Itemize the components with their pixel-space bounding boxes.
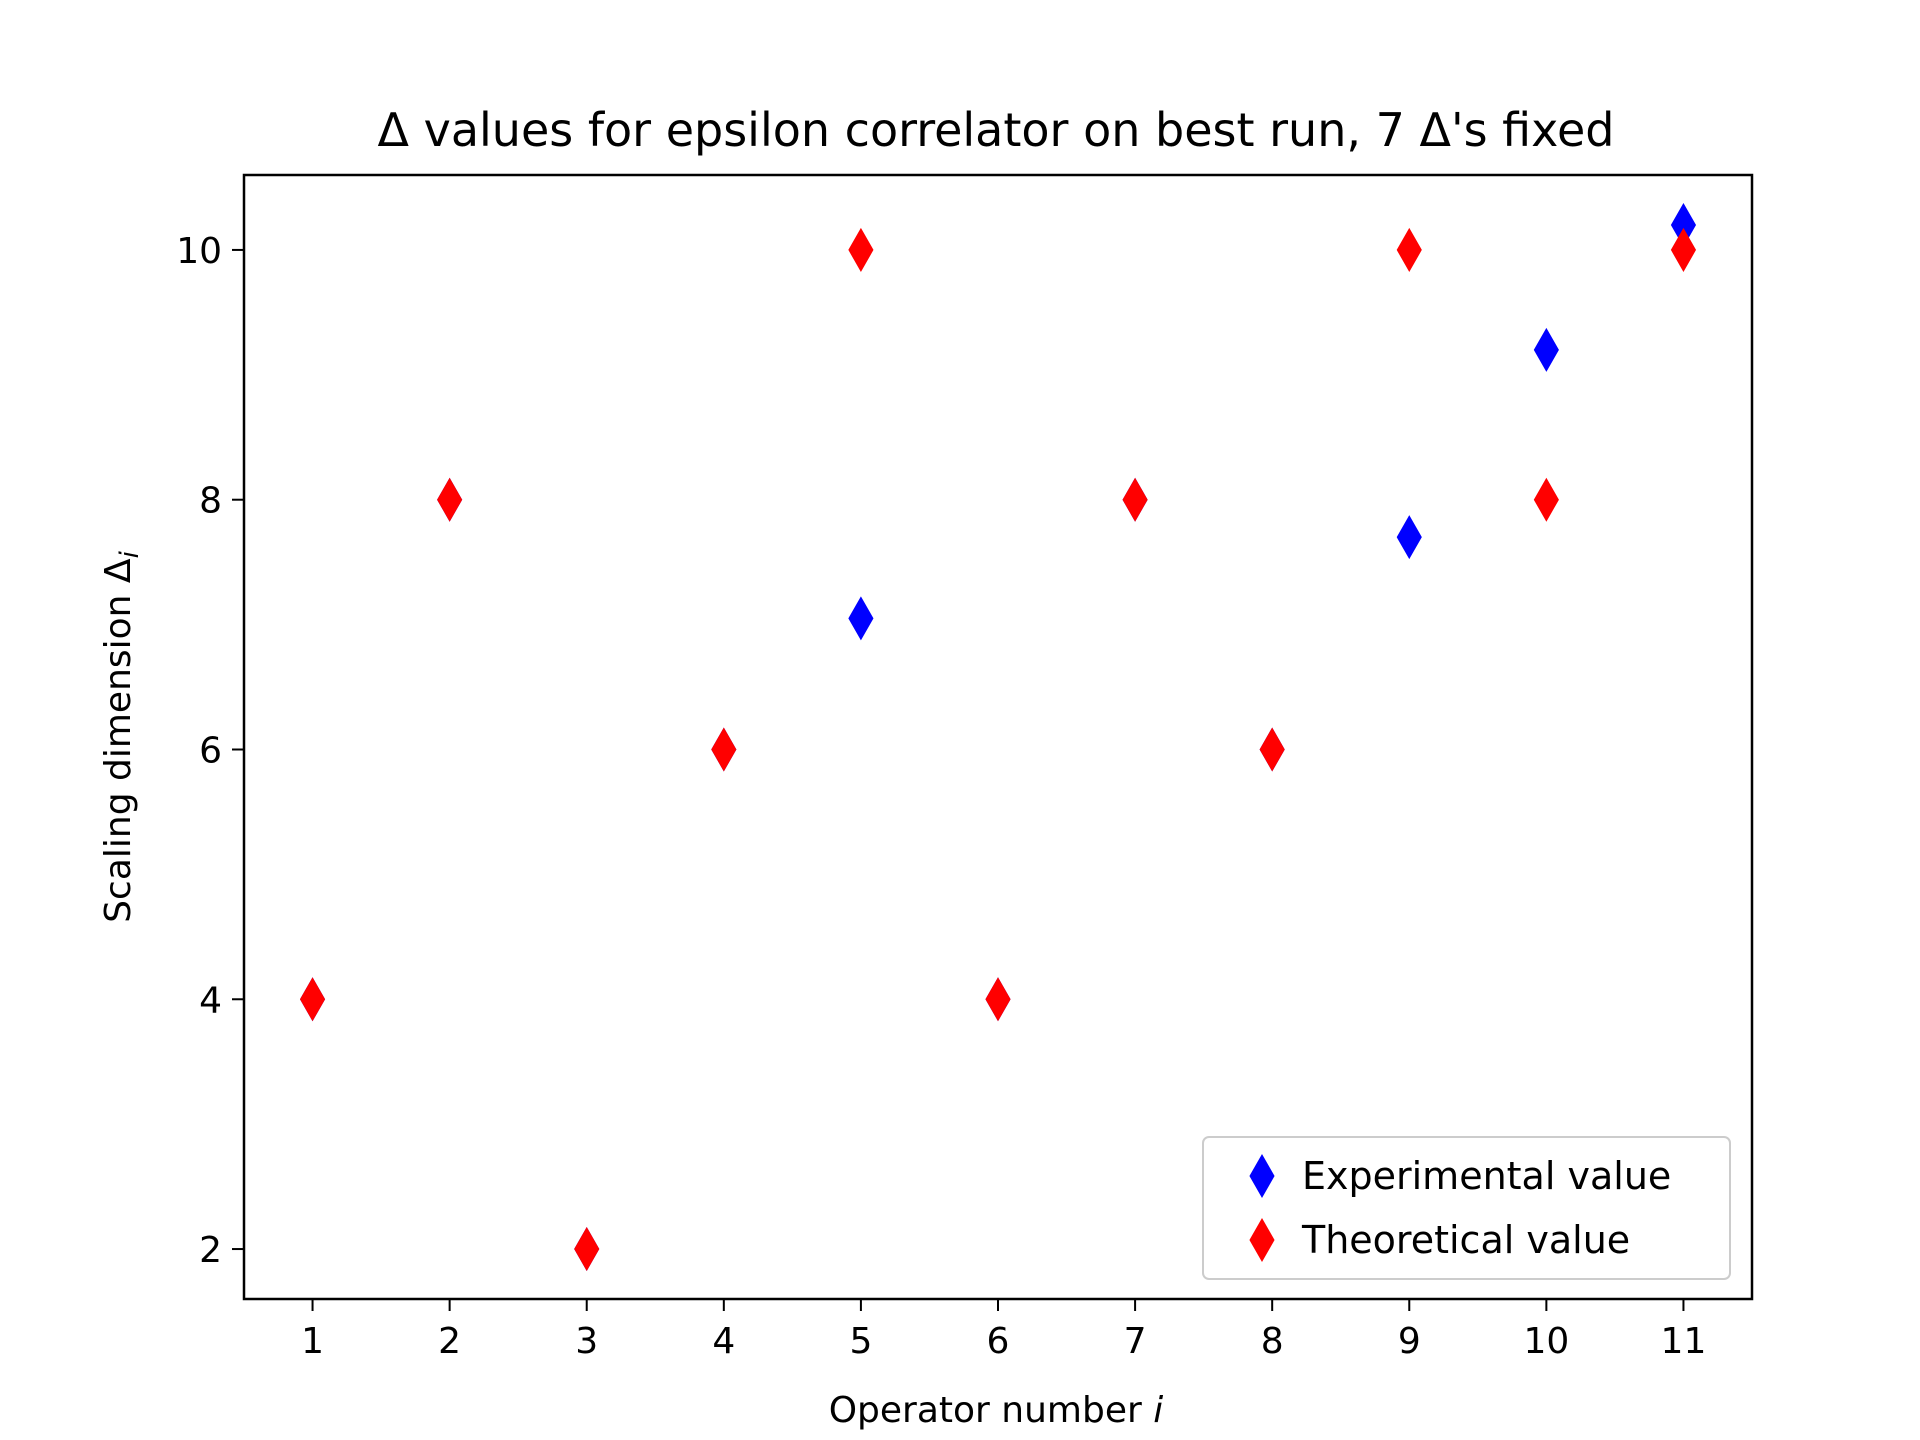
theoretical-value-point	[299, 977, 326, 1022]
plot-marks	[299, 202, 1697, 1272]
x-axis-label-text: Operator number	[829, 1390, 1142, 1431]
x-tick-label: 5	[849, 1321, 872, 1362]
legend-label-experimental-value: Experimental value	[1302, 1154, 1671, 1198]
experimental-value-point	[848, 596, 874, 641]
plot-frame	[242, 173, 1754, 1301]
x-tick-label: 4	[712, 1321, 735, 1362]
theoretical-value-point	[1122, 477, 1148, 522]
theoretical-value-point	[848, 227, 874, 272]
x-tick-label: 2	[438, 1321, 461, 1362]
legend-label-theoretical-value: Theoretical value	[1301, 1218, 1630, 1262]
x-tick-label: 3	[575, 1321, 598, 1362]
y-tick-label: 8	[199, 481, 222, 522]
x-tick-label: 6	[987, 1321, 1010, 1362]
y-tick-label: 4	[199, 980, 222, 1021]
legend-marker-theoretical-value	[1249, 1217, 1275, 1263]
theoretical-value-point	[1259, 727, 1285, 772]
y-axis-label: Scaling dimension Δi	[98, 550, 145, 922]
x-axis-label-italic: i	[1153, 1390, 1163, 1431]
y-axis-label-subscript: i	[115, 550, 145, 558]
legend-box	[1202, 1136, 1731, 1280]
theoretical-value-point	[437, 477, 463, 522]
x-tick-label: 7	[1124, 1321, 1147, 1362]
theoretical-value-point	[1670, 227, 1697, 272]
legend-items: Experimental value Theoretical value	[1249, 1153, 1671, 1263]
theoretical-value-point	[985, 977, 1011, 1022]
y-axis-ticks: 2 4 6 8 10	[176, 231, 244, 1271]
legend: Experimental value Theoretical value	[1202, 1136, 1731, 1280]
x-axis-ticks: 1 2 3 4 5 6 7 8 9 10 11	[301, 1299, 1706, 1362]
theoretical-value-point	[1533, 477, 1559, 522]
y-tick-label: 6	[199, 730, 222, 771]
x-tick-label: 10	[1523, 1321, 1569, 1362]
experimental-value-point	[1396, 515, 1422, 560]
chart-title: Δ values for epsilon correlator on best …	[378, 103, 1615, 157]
theoretical-value-point	[1396, 227, 1422, 272]
x-tick-label: 1	[301, 1321, 324, 1362]
x-tick-label: 8	[1261, 1321, 1284, 1362]
y-tick-label: 10	[176, 231, 222, 272]
legend-marker-experimental-value	[1249, 1153, 1275, 1199]
x-tick-label: 11	[1661, 1321, 1707, 1362]
experimental-value-point	[1533, 327, 1559, 372]
theoretical-value-point	[574, 1227, 600, 1272]
x-tick-label: 9	[1398, 1321, 1421, 1362]
x-axis-label: Operator number i	[829, 1390, 1164, 1431]
y-axis-label-text: Scaling dimension Δ	[98, 558, 139, 923]
theoretical-value-point	[711, 727, 737, 772]
y-tick-label: 2	[199, 1230, 222, 1271]
